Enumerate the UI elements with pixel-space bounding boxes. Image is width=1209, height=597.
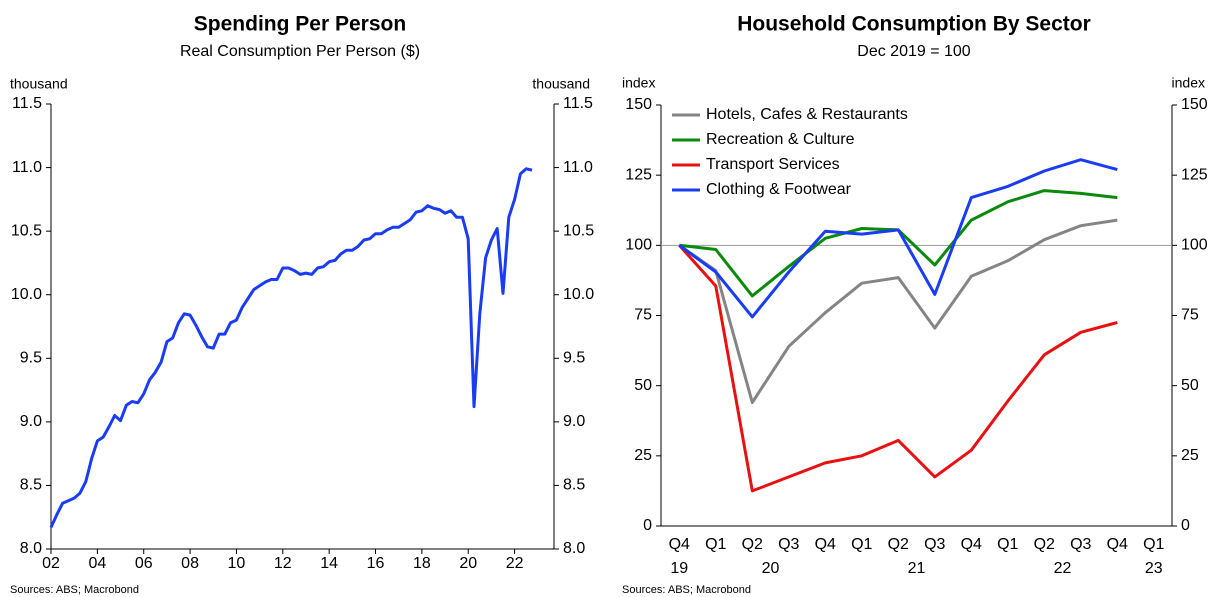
y-tick-label: 150 xyxy=(625,96,652,113)
x-tick-label: Q4 xyxy=(669,536,690,553)
y-tick-label: 25 xyxy=(634,447,652,464)
x-tick-label: Q2 xyxy=(742,536,763,553)
y-tick-label: 8.5 xyxy=(20,477,42,494)
y-tick-label: 125 xyxy=(625,166,652,183)
x-tick-label: 12 xyxy=(274,555,292,572)
source-note: Sources: ABS; Macrobond xyxy=(622,584,751,596)
line-series xyxy=(678,244,1118,493)
x-tick-label: Q4 xyxy=(961,536,982,553)
line-series xyxy=(678,158,1118,319)
chart-title: Spending Per Person xyxy=(194,13,406,36)
x-group-label: 19 xyxy=(670,560,688,577)
y-tick-label: 100 xyxy=(625,237,652,254)
chart-subtitle: Dec 2019 = 100 xyxy=(857,43,971,60)
y2-tick-label: 8.0 xyxy=(563,540,585,557)
y-tick-label: 9.0 xyxy=(20,413,42,430)
x-group-label: 22 xyxy=(1054,560,1072,577)
legend-label: Transport Services xyxy=(706,156,840,173)
y2-tick-label: 9.0 xyxy=(563,413,585,430)
x-tick-label: 06 xyxy=(135,555,153,572)
x-tick-label: Q1 xyxy=(851,536,872,553)
x-tick-label: 14 xyxy=(320,555,338,572)
y-tick-label: 11.5 xyxy=(12,95,42,112)
y-axis-label: thousand xyxy=(10,76,68,92)
x-tick-label: 22 xyxy=(506,555,524,572)
x-group-label: 23 xyxy=(1145,560,1163,577)
x-tick-label: Q2 xyxy=(888,536,909,553)
source-note: Sources: ABS; Macrobond xyxy=(10,584,139,596)
y2-tick-label: 75 xyxy=(1181,307,1199,324)
y-tick-label: 10.5 xyxy=(11,222,42,239)
x-group-label: 20 xyxy=(762,560,780,577)
y-axis-label: index xyxy=(622,75,655,91)
y2-axis-label: thousand xyxy=(532,76,590,92)
x-tick-label: Q2 xyxy=(1034,536,1055,553)
y2-tick-label: 11.5 xyxy=(563,95,593,112)
x-tick-label: 16 xyxy=(367,555,385,572)
line-series xyxy=(678,218,1118,404)
legend-label: Hotels, Cafes & Restaurants xyxy=(706,106,908,123)
y2-tick-label: 50 xyxy=(1181,377,1199,394)
y-tick-label: 9.5 xyxy=(20,350,42,367)
y2-tick-label: 125 xyxy=(1181,166,1208,183)
y2-tick-label: 25 xyxy=(1181,447,1199,464)
y-tick-label: 10.0 xyxy=(11,286,42,303)
y2-tick-label: 11.0 xyxy=(563,159,593,176)
y2-tick-label: 150 xyxy=(1181,96,1208,113)
x-tick-label: 20 xyxy=(459,555,477,572)
x-tick-label: Q1 xyxy=(1143,536,1164,553)
y2-tick-label: 0 xyxy=(1181,517,1190,534)
x-tick-label: 18 xyxy=(413,555,431,572)
x-tick-label: 04 xyxy=(88,555,106,572)
y2-tick-label: 8.5 xyxy=(563,477,585,494)
x-tick-label: Q3 xyxy=(1070,536,1091,553)
legend-label: Clothing & Footwear xyxy=(706,181,852,198)
x-group-label: 21 xyxy=(908,560,926,577)
x-tick-label: 02 xyxy=(42,555,60,572)
y-tick-label: 0 xyxy=(643,517,652,534)
y-tick-label: 11.0 xyxy=(12,159,42,176)
x-tick-label: Q1 xyxy=(997,536,1018,553)
x-tick-label: Q3 xyxy=(924,536,945,553)
y2-tick-label: 9.5 xyxy=(563,350,585,367)
y-tick-label: 8.0 xyxy=(20,540,42,557)
y2-tick-label: 100 xyxy=(1181,237,1208,254)
x-tick-label: Q4 xyxy=(1107,536,1128,553)
line-series xyxy=(49,167,533,529)
y2-axis-label: index xyxy=(1172,75,1205,91)
chart-subtitle: Real Consumption Per Person ($) xyxy=(180,43,420,60)
y-tick-label: 75 xyxy=(634,307,652,324)
y2-tick-label: 10.0 xyxy=(563,286,594,303)
legend-label: Recreation & Culture xyxy=(706,131,855,148)
x-tick-label: Q3 xyxy=(778,536,799,553)
y2-tick-label: 10.5 xyxy=(563,222,594,239)
y-tick-label: 50 xyxy=(634,377,652,394)
chart-title: Household Consumption By Sector xyxy=(737,13,1091,36)
x-tick-label: Q4 xyxy=(815,536,836,553)
x-tick-label: Q1 xyxy=(705,536,726,553)
x-tick-label: 10 xyxy=(228,555,246,572)
x-tick-label: 08 xyxy=(181,555,199,572)
